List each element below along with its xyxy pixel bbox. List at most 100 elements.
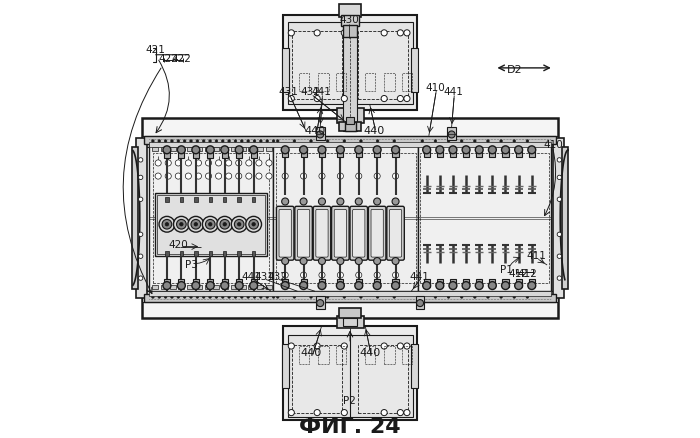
Circle shape [318,198,326,205]
Bar [148,145,552,291]
Circle shape [252,223,256,226]
Circle shape [528,282,536,290]
Bar [424,279,430,287]
Text: 441: 441 [443,87,463,97]
Circle shape [526,140,528,142]
FancyBboxPatch shape [295,206,312,260]
FancyBboxPatch shape [350,206,368,260]
Circle shape [215,140,218,142]
Circle shape [209,223,212,226]
Bar [132,147,139,289]
Circle shape [228,140,230,142]
Bar [252,197,256,202]
Bar [516,279,522,287]
Circle shape [236,173,241,179]
Bar [231,285,237,289]
Circle shape [195,173,202,179]
Bar [402,346,412,364]
Bar [257,147,263,151]
Circle shape [337,146,344,154]
Bar [318,346,329,364]
Circle shape [225,173,232,179]
Circle shape [288,410,295,416]
Bar [319,149,325,157]
Bar [424,149,430,157]
Circle shape [356,272,362,278]
Circle shape [139,175,143,180]
Circle shape [314,95,320,102]
Circle shape [266,160,272,166]
Bar [266,147,272,151]
Bar [318,73,329,91]
Bar [340,308,360,318]
Bar [193,150,199,158]
Circle shape [447,140,450,142]
Text: P2: P2 [343,396,356,406]
Circle shape [253,140,256,142]
Circle shape [272,140,275,142]
Circle shape [253,296,256,298]
Bar [420,153,550,283]
Bar [336,73,346,91]
FancyBboxPatch shape [298,209,309,257]
Circle shape [206,282,214,290]
Bar [337,149,344,157]
Circle shape [557,175,561,180]
Bar [180,251,183,256]
Circle shape [314,343,320,349]
Bar [316,296,325,309]
Bar [476,279,482,287]
Circle shape [288,95,295,102]
Circle shape [246,173,252,179]
Text: 411: 411 [526,251,546,261]
Text: P1: P1 [500,265,513,275]
Circle shape [191,219,201,229]
Circle shape [175,160,181,166]
Bar [236,279,242,287]
Text: 441: 441 [410,272,429,282]
Circle shape [319,173,325,179]
Circle shape [209,296,211,298]
Circle shape [206,146,214,154]
Circle shape [139,197,143,201]
Circle shape [475,146,483,154]
Bar [187,147,193,151]
Bar [214,285,220,289]
Bar [319,279,325,287]
Circle shape [526,296,528,298]
Bar [148,291,552,296]
Circle shape [139,232,143,237]
Circle shape [260,140,262,142]
Circle shape [152,296,154,298]
Circle shape [202,296,205,298]
Circle shape [234,219,244,229]
Bar [214,147,220,151]
Bar [222,147,228,151]
Circle shape [404,95,410,102]
Circle shape [392,198,399,205]
Circle shape [288,343,295,349]
Bar [178,285,184,289]
Circle shape [202,216,218,232]
Circle shape [171,140,174,142]
Bar [282,149,288,157]
Circle shape [391,282,400,290]
Text: P3: P3 [185,260,198,270]
Bar [142,291,558,302]
Circle shape [300,173,307,179]
Circle shape [381,95,387,102]
Circle shape [501,282,510,290]
Circle shape [316,300,323,307]
Circle shape [500,140,503,142]
Circle shape [139,254,143,258]
Text: 422: 422 [172,54,191,64]
Circle shape [416,300,424,307]
Circle shape [281,258,288,265]
Circle shape [171,296,174,298]
Circle shape [557,158,561,162]
Circle shape [165,223,169,226]
Text: 440: 440 [304,127,326,136]
Circle shape [215,296,218,298]
Circle shape [246,216,262,232]
Bar [148,145,273,291]
